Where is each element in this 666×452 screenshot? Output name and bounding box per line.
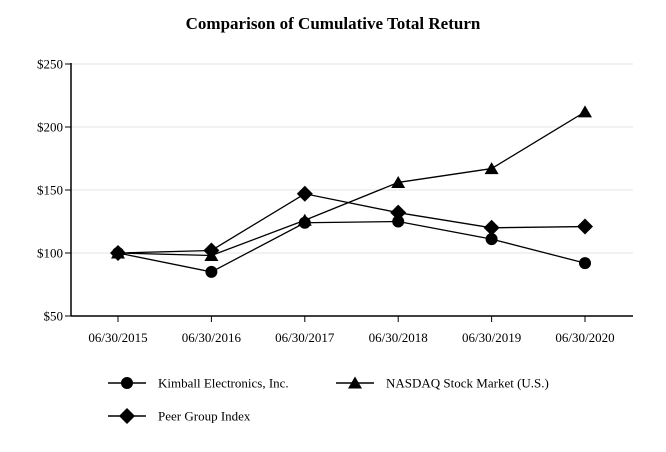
circle-marker-icon [485,233,498,246]
legend-item: NASDAQ Stock Market (U.S.) [336,376,549,391]
x-tick-label: 06/30/2019 [462,330,521,345]
series-line [117,111,586,257]
y-tick-label: $250 [37,57,63,72]
legend-item: Kimball Electronics, Inc. [108,376,289,391]
circle-marker-icon [392,215,405,228]
legend-item: Peer Group Index [108,408,251,424]
y-tick-label: $150 [37,183,63,198]
x-tick-label: 06/30/2020 [555,330,614,345]
triangle-marker-icon [297,213,312,226]
series-circle [112,215,591,278]
circle-marker-icon [579,257,591,270]
data-series [110,105,593,278]
x-tick-label: 06/30/2015 [88,330,147,345]
triangle-marker-icon [484,162,499,175]
triangle-marker-icon [348,376,362,389]
gridlines [71,63,633,254]
x-tick-label: 06/30/2018 [369,330,428,345]
diamond-marker-icon [203,242,220,259]
diamond-marker-icon [577,218,593,235]
diamond-marker-icon [119,408,135,424]
diamond-marker-icon [390,204,407,221]
series-line [117,220,586,273]
series-line [117,193,586,254]
x-tick-label: 06/30/2016 [182,330,242,345]
diamond-marker-icon [483,219,500,236]
y-axis-ticks: $50 $100 $150 $200 $250 [37,57,71,324]
series-triangle [111,105,592,262]
series-diamond [110,185,593,261]
legend-label: Peer Group Index [158,409,251,424]
diamond-marker-icon [110,245,126,261]
x-axis-ticks: 06/30/2015 06/30/2016 06/30/2017 06/30/2018… [88,316,615,345]
x-tick-label: 06/30/2017 [275,330,335,345]
triangle-marker-icon [578,105,592,118]
circle-marker-icon [205,265,218,278]
legend-label: Kimball Electronics, Inc. [158,376,289,391]
diamond-marker-icon [296,185,313,202]
triangle-marker-icon [391,175,406,188]
chart-title: Comparison of Cumulative Total Return [185,14,481,33]
legend: Kimball Electronics, Inc. NASDAQ Stock Ma… [108,376,549,424]
y-tick-label: $100 [37,246,63,261]
y-tick-label: $50 [44,309,64,324]
circle-marker-icon [121,377,133,389]
y-tick-label: $200 [37,120,63,135]
legend-label: NASDAQ Stock Market (U.S.) [386,376,549,391]
